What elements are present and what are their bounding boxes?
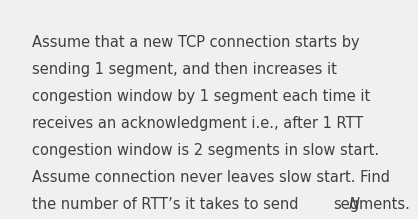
Text: the number of RTT’s it takes to send: the number of RTT’s it takes to send [32,197,303,212]
Text: Assume connection never leaves slow start. Find: Assume connection never leaves slow star… [32,170,390,185]
Text: segments.: segments. [333,197,410,212]
Text: sending 1 segment, and then increases it: sending 1 segment, and then increases it [32,62,337,77]
Text: congestion window is 2 segments in slow start.: congestion window is 2 segments in slow … [32,143,379,158]
Text: Assume that a new TCP connection starts by: Assume that a new TCP connection starts … [32,35,359,50]
Text: congestion window by 1 segment each time it: congestion window by 1 segment each time… [32,89,370,104]
Text: receives an acknowledgment i.e., after 1 RTT: receives an acknowledgment i.e., after 1… [32,116,363,131]
Text: N: N [348,197,359,212]
